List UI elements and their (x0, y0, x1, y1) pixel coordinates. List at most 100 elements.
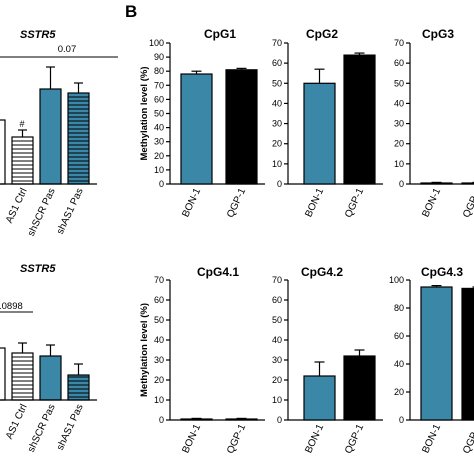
y-axis-label: Methylation level (%) (139, 67, 150, 161)
left-bottom-gene-label: SSTR5 (20, 263, 56, 275)
y-tick-label: 60 (154, 94, 164, 104)
y-tick-label: 0 (277, 179, 282, 189)
left-bottom-bar-ctrl (11, 352, 34, 401)
chart-cpg3: CpG3 0 10 20 30 40 50 60 70 BON-1 QGP-1 (394, 27, 474, 219)
y-tick-label: 30 (154, 355, 164, 365)
y-tick-label: 70 (394, 38, 404, 48)
y-tick-label: 0 (399, 415, 404, 425)
bar-qgp-1 (343, 355, 376, 421)
panel-letter: B (125, 2, 137, 21)
y-tick-label: 100 (389, 275, 404, 285)
bar-qgp-1 (461, 287, 474, 421)
bar-bon-1 (180, 418, 213, 421)
bar-bon-1 (303, 82, 336, 185)
y-tick-label: 50 (394, 78, 404, 88)
bar-qgp-1 (225, 69, 258, 185)
y-tick-label: 30 (154, 137, 164, 147)
y-tick-label: 50 (154, 109, 164, 119)
chart-cpg4-3: CpG4.3 0 20 40 60 80 100 BON-1 QGP-1 (389, 265, 474, 455)
bar-bon-1 (420, 182, 453, 185)
left-top-hash: # (19, 119, 24, 129)
x-tick-label: BON-1 (180, 422, 203, 455)
left-bottom-xlabel-shscr: shSCR Pas (26, 403, 58, 454)
x-tick-label: QGP-1 (343, 186, 366, 219)
chart-title: CpG4.3 (421, 265, 463, 279)
y-tick-label: 40 (154, 335, 164, 345)
chart-title: CpG1 (204, 27, 236, 41)
bar-qgp-1 (225, 418, 258, 421)
y-tick-label: 40 (272, 98, 282, 108)
x-tick-label: BON-1 (420, 186, 443, 219)
y-tick-label: 60 (272, 295, 282, 305)
y-tick-label: 10 (272, 395, 282, 405)
chart-cpg4-1: CpG4.1 0 10 20 30 40 50 60 70 Methylation level (… (139, 265, 265, 455)
y-tick-label: 10 (154, 165, 164, 175)
y-tick-label: 60 (394, 58, 404, 68)
bar-bon-1 (180, 73, 213, 185)
left-bottom-xlabel-shas1: shAS1 Pas (55, 403, 86, 452)
chart-cpg4-2: CpG4.2 0 10 20 30 40 50 60 70 BON-1 QGP-1 (272, 265, 383, 455)
left-top-bar-shscr (39, 88, 62, 185)
left-panel-bottom: SSTR5 .0898 AS1 Ctrl shSCR Pas shAS1 Pas (0, 263, 97, 454)
bar-bon-1 (420, 286, 453, 421)
y-tick-label: 0 (159, 415, 164, 425)
y-tick-label: 30 (272, 355, 282, 365)
left-bottom-bar-shscr (39, 355, 62, 401)
left-top-pvalue: 0.07 (58, 44, 77, 55)
y-tick-label: 70 (154, 275, 164, 285)
y-tick-label: 10 (272, 159, 282, 169)
x-tick-label: QGP-1 (461, 186, 474, 219)
y-tick-label: 70 (272, 38, 282, 48)
y-tick-label: 100 (149, 38, 164, 48)
y-tick-label: 40 (154, 123, 164, 133)
y-tick-label: 10 (154, 395, 164, 405)
left-top-bar-ctrl (11, 136, 34, 185)
chart-title: CpG3 (422, 27, 454, 41)
chart-cpg2: CpG2 0 10 20 30 40 50 60 70 BON-1 QGP-1 (272, 27, 383, 219)
y-tick-label: 20 (154, 375, 164, 385)
bar-bon-1 (303, 375, 336, 421)
y-tick-label: 70 (272, 275, 282, 285)
y-tick-label: 20 (154, 151, 164, 161)
y-tick-label: 60 (272, 58, 282, 68)
y-tick-label: 30 (272, 119, 282, 129)
chart-title: CpG4.1 (197, 265, 239, 279)
y-tick-label: 70 (154, 80, 164, 90)
left-top-bar-shas1 (67, 92, 90, 185)
y-tick-label: 30 (394, 119, 404, 129)
y-tick-label: 60 (154, 295, 164, 305)
chart-title: CpG4.2 (301, 265, 343, 279)
left-bottom-pvalue: .0898 (0, 301, 23, 312)
y-tick-label: 20 (394, 139, 404, 149)
chart-cpg1: CpG1 0 10 20 30 40 50 60 70 80 90 100 Methylation le… (139, 27, 265, 219)
left-top-xlabel-shas1: shAS1 Pas (55, 187, 86, 236)
y-tick-label: 0 (277, 415, 282, 425)
y-tick-label: 80 (154, 66, 164, 76)
y-tick-label: 90 (154, 52, 164, 62)
left-bottom-bar-white (0, 347, 6, 401)
y-tick-label: 50 (272, 315, 282, 325)
left-bottom-xlabel-ctrl: AS1 Ctrl (4, 403, 30, 441)
left-top-bar-white (0, 119, 6, 185)
bar-qgp-1 (461, 182, 474, 185)
chart-title: CpG2 (306, 27, 338, 41)
y-tick-label: 50 (154, 315, 164, 325)
x-tick-label: QGP-1 (461, 422, 474, 455)
y-tick-label: 40 (272, 335, 282, 345)
left-top-gene-label: SSTR5 (20, 29, 56, 41)
y-tick-label: 20 (272, 139, 282, 149)
y-tick-label: 0 (399, 179, 404, 189)
y-tick-label: 20 (394, 387, 404, 397)
y-tick-label: 20 (272, 375, 282, 385)
left-top-xlabel-shscr: shSCR Pas (26, 187, 58, 238)
y-tick-label: 80 (394, 303, 404, 313)
x-tick-label: BON-1 (180, 186, 203, 219)
left-panel-top: SSTR5 0.07 # AS1 Ctrl shSCR Pas shAS1 Pa… (0, 29, 118, 238)
bar-qgp-1 (343, 54, 376, 185)
left-bottom-bar-shas1 (67, 374, 90, 401)
y-tick-label: 0 (159, 179, 164, 189)
y-tick-label: 40 (394, 98, 404, 108)
y-tick-label: 10 (394, 159, 404, 169)
